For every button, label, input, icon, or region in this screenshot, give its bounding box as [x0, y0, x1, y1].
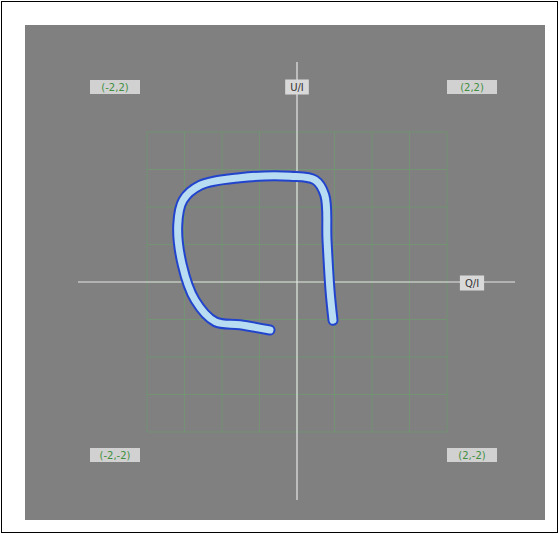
- corner-label: (-2,-2): [100, 450, 131, 461]
- corner-label-box: [447, 80, 497, 94]
- corner-label-group: (2,2): [447, 80, 497, 94]
- plot-area: [178, 176, 333, 330]
- axis-title-box: [285, 80, 309, 95]
- axis-title-y: U/I: [290, 82, 304, 93]
- corner-label-box: [90, 80, 140, 94]
- corner-label: (-2,2): [101, 82, 128, 93]
- chart: (-2,2) (2,2) (-2,-2) (2,-2) U/I Q/I: [0, 0, 559, 534]
- axis-title-x: Q/I: [465, 278, 479, 289]
- corner-label: (2,2): [460, 82, 484, 93]
- axis-line-x: [78, 281, 515, 282]
- axis-title-box: [460, 276, 484, 291]
- corner-label: (2,-2): [458, 450, 485, 461]
- ribbon-edge: [178, 176, 333, 330]
- ribbon: [178, 176, 333, 330]
- corner-label-group: (2,-2): [447, 448, 497, 462]
- x-title-group: Q/I: [460, 276, 484, 291]
- frame: [2, 2, 558, 533]
- y-title-group: U/I: [285, 80, 309, 95]
- corner-label-group: (-2,2): [90, 80, 140, 94]
- background: [25, 25, 545, 520]
- corner-label-group: (-2,-2): [90, 448, 140, 462]
- corner-label-box: [90, 448, 140, 462]
- corner-label-box: [447, 448, 497, 462]
- axis-line-y: [296, 62, 297, 500]
